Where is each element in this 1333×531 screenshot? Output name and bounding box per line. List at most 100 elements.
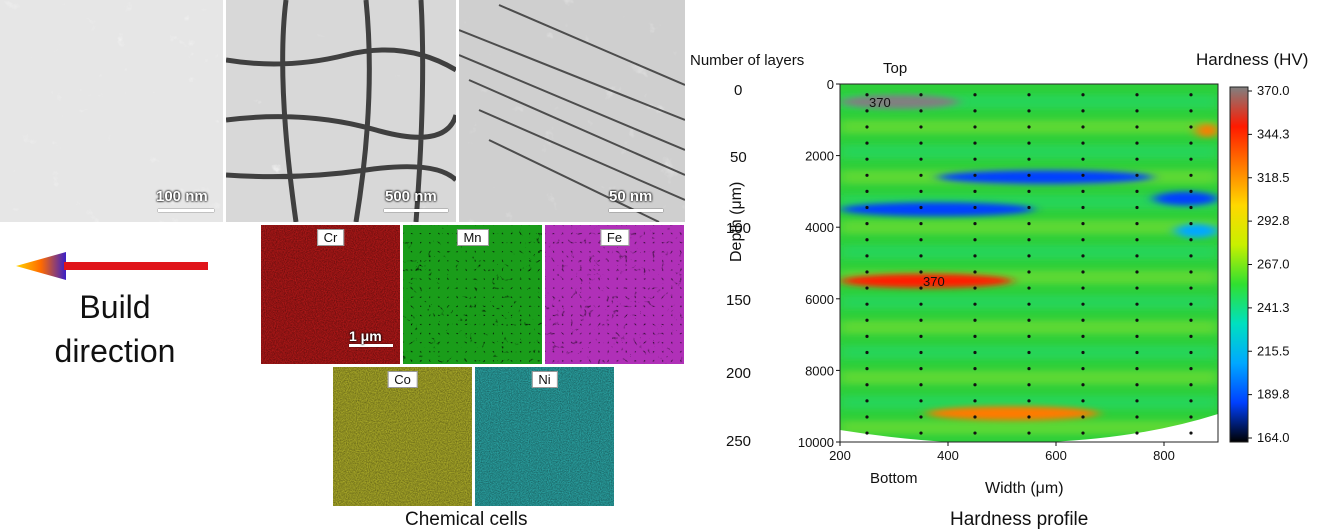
layer-value: 0 bbox=[734, 82, 743, 99]
eds-label-co: Co bbox=[387, 371, 418, 388]
eds-label-fe: Fe bbox=[599, 229, 630, 246]
indent-point bbox=[1027, 109, 1031, 113]
scale-bar-label: 50 nm bbox=[609, 188, 653, 205]
indent-point bbox=[1189, 93, 1193, 97]
x-tick-label: 600 bbox=[1045, 448, 1067, 463]
indent-point bbox=[865, 222, 869, 226]
hardness-band bbox=[1196, 123, 1218, 138]
eds-label-ni: Ni bbox=[531, 371, 558, 388]
indent-point bbox=[1189, 238, 1193, 242]
indent-point bbox=[973, 189, 977, 193]
indent-point bbox=[1189, 254, 1193, 258]
indent-point bbox=[973, 238, 977, 242]
indent-point bbox=[919, 254, 923, 258]
indent-point bbox=[919, 222, 923, 226]
indent-point bbox=[919, 302, 923, 306]
indent-point bbox=[919, 238, 923, 242]
indent-point bbox=[865, 318, 869, 322]
indent-point bbox=[1189, 222, 1193, 226]
x-tick-label: 400 bbox=[937, 448, 959, 463]
indent-point bbox=[919, 334, 923, 338]
x-tick-label: 800 bbox=[1153, 448, 1175, 463]
indent-point bbox=[1189, 125, 1193, 129]
y-axis-label: Depth (μm) bbox=[728, 181, 745, 262]
indent-point bbox=[1135, 318, 1139, 322]
heatmap-bands bbox=[840, 94, 1218, 421]
annotation-label: 370 bbox=[869, 95, 891, 110]
colorbar-tick-label: 292.8 bbox=[1257, 213, 1290, 228]
indent-point bbox=[1189, 383, 1193, 387]
indent-point bbox=[919, 415, 923, 419]
indent-point bbox=[1189, 157, 1193, 161]
heatmap-stripe bbox=[840, 220, 1218, 235]
indent-point bbox=[1081, 270, 1085, 274]
y-tick-label: 2000 bbox=[805, 149, 834, 164]
indent-point bbox=[865, 367, 869, 371]
indent-point bbox=[1027, 254, 1031, 258]
indent-point bbox=[1081, 141, 1085, 145]
indent-point bbox=[865, 109, 869, 113]
x-axis-label: Width (μm) bbox=[985, 480, 1064, 497]
indent-point bbox=[865, 157, 869, 161]
plot-frame bbox=[839, 83, 1219, 443]
indent-point bbox=[973, 254, 977, 258]
indent-point bbox=[1189, 205, 1193, 210]
indent-point bbox=[973, 173, 977, 177]
indent-point bbox=[1081, 399, 1085, 403]
indent-point bbox=[1027, 415, 1031, 419]
indent-point bbox=[1027, 173, 1031, 177]
indent-point bbox=[1081, 109, 1085, 113]
indent-point bbox=[1135, 350, 1139, 355]
layer-value: 250 bbox=[726, 433, 752, 450]
indent-point bbox=[1135, 109, 1139, 113]
indent-point bbox=[973, 222, 977, 226]
indent-point bbox=[1027, 93, 1031, 97]
no-data-region bbox=[840, 414, 1218, 442]
tem-image-1: 100 nm bbox=[0, 0, 223, 222]
tem-image-1-texture bbox=[0, 0, 223, 222]
indent-point bbox=[1081, 318, 1085, 322]
indent-point bbox=[1027, 286, 1031, 290]
heatmap-stripe bbox=[840, 320, 1218, 335]
indent-point bbox=[1081, 222, 1085, 226]
hardness-band bbox=[937, 170, 1154, 185]
heatmap-stripe bbox=[840, 144, 1218, 159]
indent-point bbox=[973, 334, 977, 338]
indent-point bbox=[973, 109, 977, 113]
indent-point bbox=[1027, 205, 1031, 210]
indent-point bbox=[973, 157, 977, 161]
indent-point bbox=[1135, 189, 1139, 193]
indent-point bbox=[865, 286, 869, 290]
indent-point bbox=[1189, 109, 1193, 113]
indent-point bbox=[1081, 189, 1085, 193]
heatmap-stripe bbox=[840, 395, 1218, 410]
indent-point bbox=[1081, 238, 1085, 242]
indent-point bbox=[919, 109, 923, 113]
indent-point bbox=[1027, 318, 1031, 322]
indent-point bbox=[973, 415, 977, 419]
indent-point bbox=[865, 93, 869, 97]
indent-point bbox=[865, 205, 869, 210]
y-tick-label: 10000 bbox=[798, 435, 834, 450]
y-tick-label: 4000 bbox=[805, 220, 834, 235]
scale-bar bbox=[609, 209, 663, 212]
indent-point bbox=[973, 367, 977, 371]
indent-point bbox=[865, 270, 869, 274]
scale-bar bbox=[384, 209, 448, 212]
indent-point bbox=[1081, 334, 1085, 338]
indent-point bbox=[919, 141, 923, 145]
plot-area: 370 370 bbox=[840, 84, 1218, 442]
indent-point bbox=[1027, 238, 1031, 242]
indent-point bbox=[1135, 270, 1139, 274]
heatmap-stripe bbox=[840, 295, 1218, 310]
indent-point bbox=[1135, 93, 1139, 97]
bottom-label: Bottom bbox=[870, 470, 918, 487]
colorbar bbox=[1229, 86, 1249, 443]
indent-point bbox=[865, 238, 869, 242]
indent-point bbox=[865, 141, 869, 145]
indent-point bbox=[1189, 189, 1193, 193]
indent-point bbox=[1081, 125, 1085, 129]
build-direction-label: Build direction bbox=[30, 285, 200, 373]
indent-point bbox=[1081, 173, 1085, 177]
